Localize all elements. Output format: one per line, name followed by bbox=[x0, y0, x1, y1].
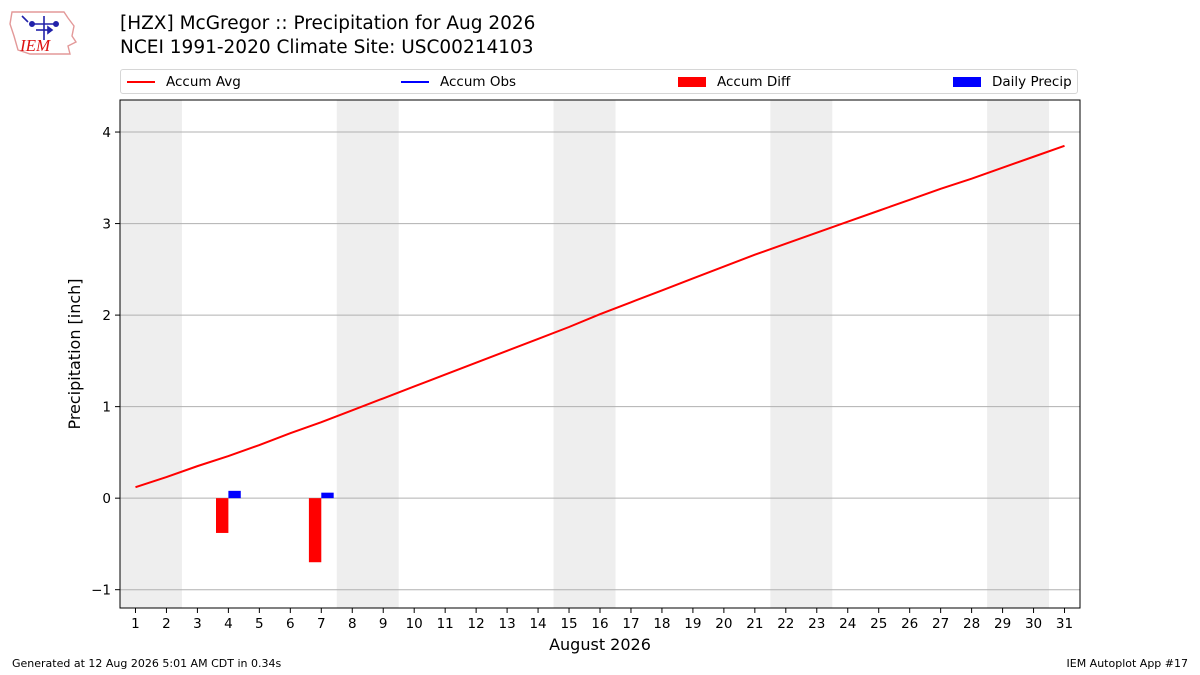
x-tick-label: 25 bbox=[870, 616, 887, 632]
legend-item-accum-avg: Accum Avg bbox=[127, 70, 241, 93]
x-tick-label: 20 bbox=[715, 616, 732, 632]
footer-app: IEM Autoplot App #17 bbox=[1066, 657, 1189, 670]
legend-item-accum-obs: Accum Obs bbox=[401, 70, 516, 93]
x-tick-label: 7 bbox=[317, 616, 326, 632]
y-tick-label: 3 bbox=[102, 217, 111, 233]
legend-label-daily-precip: Daily Precip bbox=[992, 73, 1072, 90]
x-tick-label: 17 bbox=[622, 616, 639, 632]
accum-diff-bar bbox=[216, 498, 229, 533]
x-tick-label: 11 bbox=[437, 616, 454, 632]
chart-title: [HZX] McGregor :: Precipitation for Aug … bbox=[120, 12, 535, 60]
legend-item-daily-precip: Daily Precip bbox=[953, 70, 1072, 93]
x-tick-label: 1 bbox=[131, 616, 140, 632]
weekend-band bbox=[336, 100, 399, 608]
legend-label-accum-obs: Accum Obs bbox=[440, 73, 517, 90]
x-tick-label: 21 bbox=[746, 616, 763, 632]
y-tick-label: 1 bbox=[102, 400, 111, 416]
x-tick-label: 13 bbox=[499, 616, 516, 632]
x-tick-label: 15 bbox=[560, 616, 577, 632]
x-tick-label: 6 bbox=[286, 616, 295, 632]
x-tick-label: 10 bbox=[406, 616, 423, 632]
logo-text: IEM bbox=[19, 36, 51, 55]
legend-label-accum-avg: Accum Avg bbox=[166, 73, 241, 90]
legend-swatch-accum-diff bbox=[678, 76, 706, 87]
y-tick-label: 4 bbox=[102, 125, 111, 141]
weather-station-icon bbox=[21, 15, 59, 40]
x-tick-label: 9 bbox=[379, 616, 388, 632]
x-tick-label: 14 bbox=[529, 616, 546, 632]
legend-label-accum-diff: Accum Diff bbox=[717, 73, 791, 90]
x-tick-label: 28 bbox=[963, 616, 980, 632]
x-tick-label: 27 bbox=[932, 616, 949, 632]
plot-frame bbox=[119, 99, 1081, 609]
x-tick-label: 16 bbox=[591, 616, 608, 632]
legend-swatch-daily-precip bbox=[953, 76, 981, 87]
y-tick-label: 0 bbox=[102, 491, 111, 507]
iem-logo: IEM bbox=[9, 11, 78, 55]
x-tick-label: 24 bbox=[839, 616, 856, 632]
weekend-band bbox=[770, 100, 833, 608]
daily-precip-bar bbox=[321, 492, 334, 499]
x-axis-label: August 2026 bbox=[549, 635, 651, 654]
x-tick-label: 18 bbox=[653, 616, 670, 632]
x-tick-label: 8 bbox=[348, 616, 357, 632]
x-tick-label: 5 bbox=[255, 616, 264, 632]
accum-diff-bar bbox=[308, 498, 322, 563]
iowa-outline-icon bbox=[9, 11, 78, 55]
legend-item-accum-diff: Accum Diff bbox=[678, 70, 790, 93]
x-tick-label: 29 bbox=[994, 616, 1011, 632]
x-tick-label: 3 bbox=[193, 616, 202, 632]
x-tick-label: 26 bbox=[901, 616, 918, 632]
x-tick-label: 31 bbox=[1056, 616, 1073, 632]
y-tick-label: 2 bbox=[102, 308, 111, 324]
weekend-band bbox=[120, 100, 182, 608]
x-tick-label: 19 bbox=[684, 616, 701, 632]
x-tick-label: 30 bbox=[1025, 616, 1042, 632]
chart-legend: Accum Avg Accum Obs Accum Diff Daily Pre… bbox=[120, 69, 1078, 94]
x-tick-label: 12 bbox=[468, 616, 485, 632]
daily-precip-bar bbox=[228, 490, 241, 499]
x-tick-label: 4 bbox=[224, 616, 233, 632]
title-line-2: NCEI 1991-2020 Climate Site: USC00214103 bbox=[120, 37, 534, 58]
x-tick-label: 22 bbox=[777, 616, 794, 632]
x-tick-label: 23 bbox=[808, 616, 825, 632]
accum-avg-line bbox=[135, 144, 1065, 489]
legend-swatch-accum-avg bbox=[127, 80, 155, 83]
y-tick-label: −1 bbox=[91, 583, 111, 599]
footer-generated: Generated at 12 Aug 2026 5:01 AM CDT in … bbox=[12, 657, 282, 670]
y-axis-label: Precipitation [inch] bbox=[65, 278, 84, 429]
x-tick-label: 2 bbox=[162, 616, 171, 632]
weekend-band bbox=[553, 100, 616, 608]
legend-swatch-accum-obs bbox=[401, 80, 429, 83]
title-line-1: [HZX] McGregor :: Precipitation for Aug … bbox=[120, 13, 536, 34]
weekend-band bbox=[987, 100, 1050, 608]
